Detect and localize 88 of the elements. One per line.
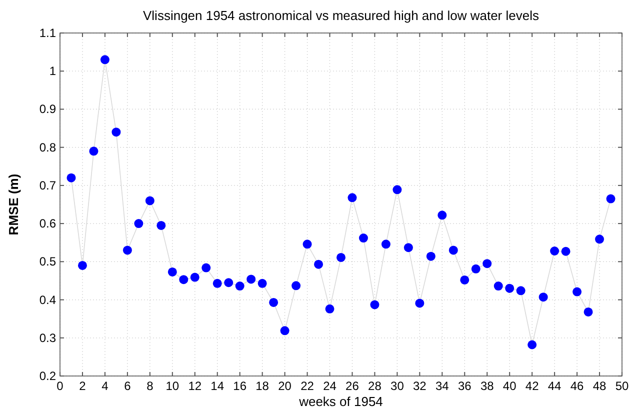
point [292,281,301,290]
x-tick-label: 44 [548,379,562,393]
x-tick-label: 48 [592,379,607,393]
y-tick-label: 0.4 [39,292,56,307]
point [392,185,402,194]
x-tick-label: 30 [390,379,404,393]
point [606,194,616,204]
x-tick-label: 20 [278,379,292,393]
point [358,234,368,243]
point [302,240,312,249]
y-tick-label: 1.1 [39,26,56,40]
point [448,246,458,255]
point [381,240,390,249]
x-tick-label: 8 [146,379,154,393]
point [561,246,570,256]
x-tick-label: 28 [368,379,382,393]
point [325,304,334,314]
point [235,282,244,291]
x-tick-label: 2 [79,379,86,393]
x-tick-label: 16 [233,379,247,393]
point [66,173,76,182]
x-tick-label: 24 [323,379,337,393]
point [78,260,87,270]
point [584,307,593,316]
point [100,55,110,64]
x-tick-label: 10 [166,379,180,393]
point [528,340,537,350]
x-tick-label: 14 [210,379,224,393]
y-axis-title: RMSE (m) [6,174,21,236]
x-tick-label: 26 [346,379,360,393]
point [336,252,346,262]
point [538,292,548,302]
x-tick-label: 0 [56,379,64,393]
point [156,220,166,230]
point [482,259,492,268]
point [134,219,144,228]
y-tick-label: 0.8 [39,140,56,154]
point [516,286,526,296]
y-tick-label: 0.2 [39,369,56,383]
point [179,275,188,284]
point [202,263,211,272]
point [505,284,514,293]
point [494,282,503,291]
x-tick-label: 12 [188,379,202,393]
point [415,298,424,308]
x-tick-label: 50 [615,379,629,393]
point [370,300,380,310]
point [426,252,436,261]
y-tick-label: 0.7 [39,178,56,192]
y-tick-label: 0.6 [39,216,56,231]
point [112,128,121,137]
point [595,234,604,244]
x-tick-label: 46 [570,379,584,393]
point [168,267,177,276]
y-tick-label: 1 [49,64,56,78]
x-tick-label: 32 [413,379,427,393]
point [212,278,222,288]
point [572,287,582,296]
x-tick-label: 34 [435,379,450,393]
point [438,210,447,220]
point [122,246,132,255]
point [89,146,98,156]
point [190,272,200,282]
x-tick-label: 42 [525,379,540,393]
point [280,326,290,336]
x-tick-label: 6 [124,379,132,393]
y-tick-label: 0.3 [39,330,56,345]
point [224,278,234,288]
point [145,196,154,206]
y-tick-label: 0.5 [39,254,56,269]
x-tick-label: 38 [480,379,494,393]
point [460,275,470,284]
point [348,193,357,202]
y-tick-label: 0.9 [39,102,56,116]
point [550,246,560,256]
chart-title: Vlissingen 1954 astronomical vs measured high and low water levels [143,8,540,23]
point [246,274,256,284]
x-tick-label: 22 [300,379,314,393]
point [404,243,413,252]
point [314,260,324,269]
x-tick-label: 18 [256,379,270,393]
x-tick-label: 40 [502,379,517,393]
x-tick-label: 4 [102,379,109,393]
point [258,278,267,288]
point [471,264,480,274]
x-axis-title: weeks of 1954 [298,394,383,409]
x-tick-label: 36 [458,379,472,393]
point [269,298,278,307]
